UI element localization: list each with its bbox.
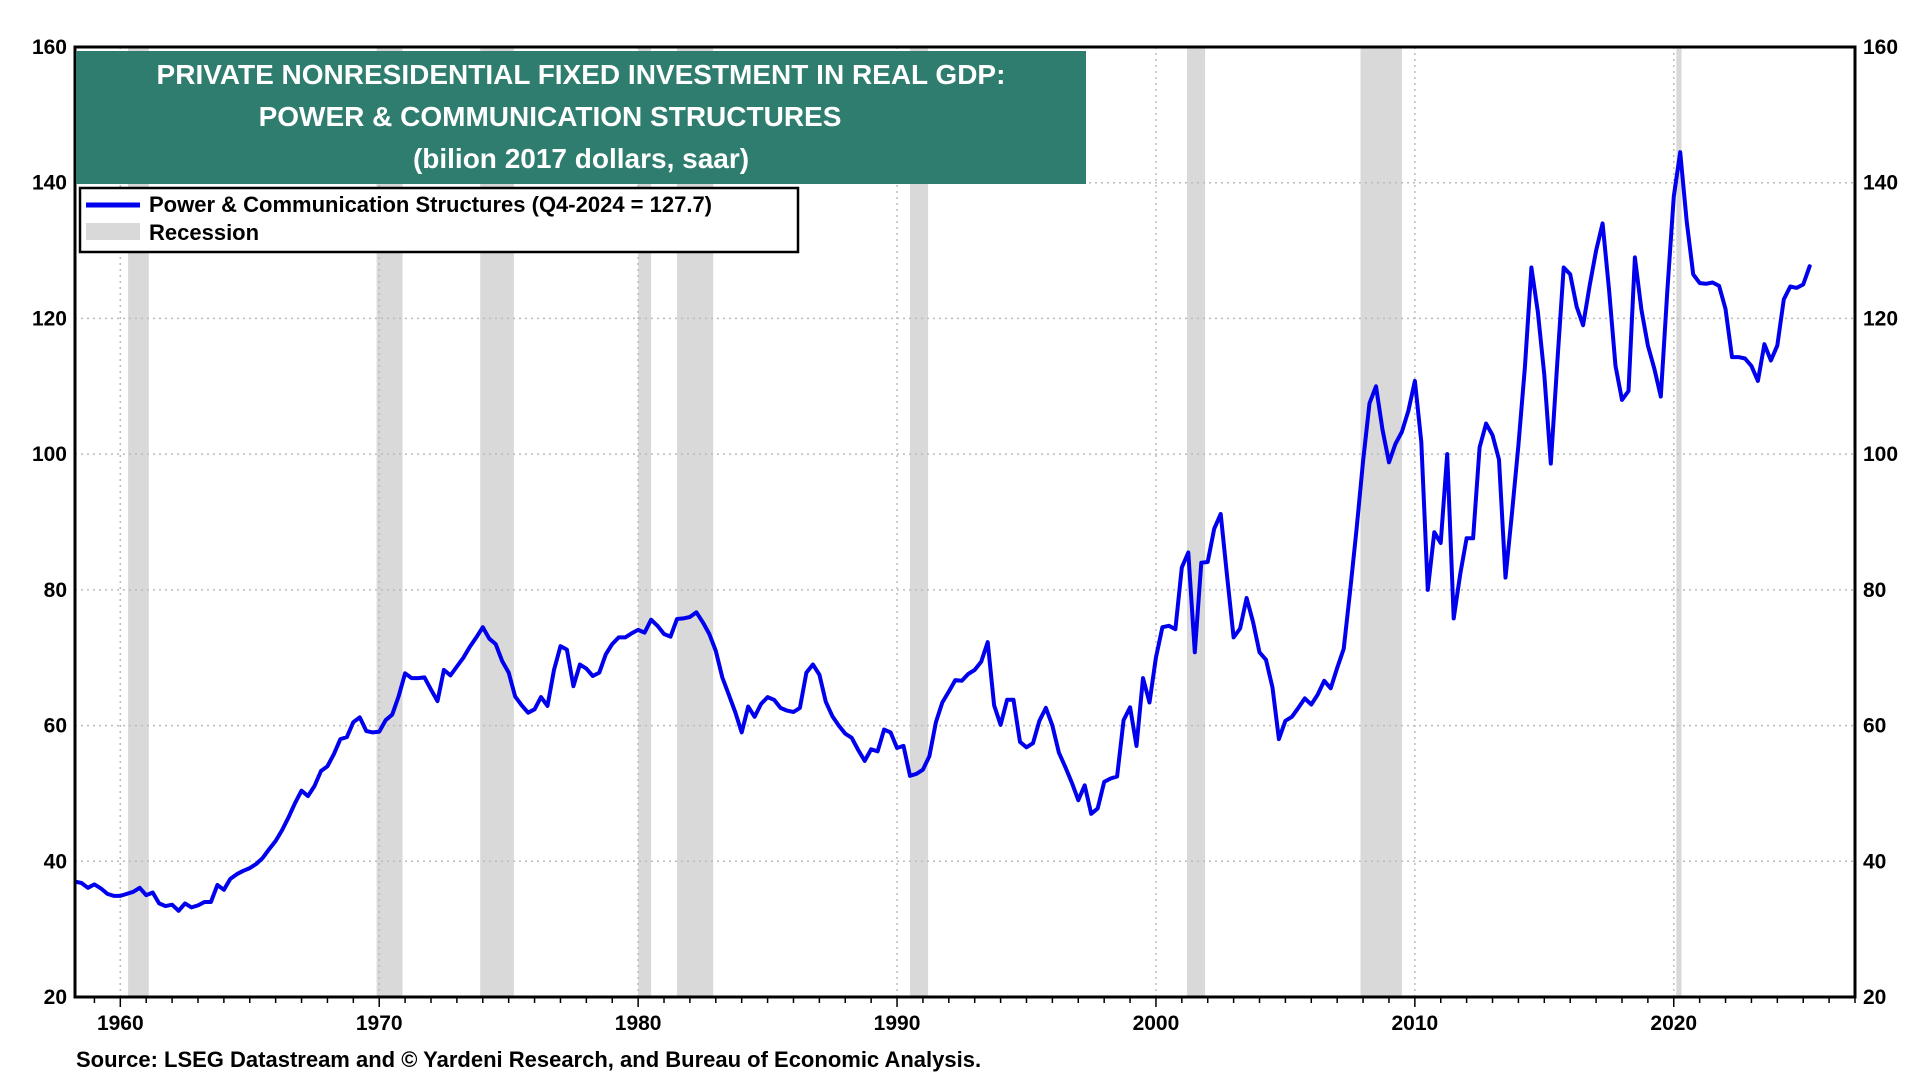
- y-right-tick-label: 100: [1863, 443, 1898, 466]
- x-tick-label: 1990: [874, 1012, 921, 1035]
- x-tick-label: 1970: [356, 1012, 403, 1035]
- y-left-tick-label: 20: [44, 986, 67, 1009]
- series-layer: [75, 150, 1812, 913]
- y-left-tick-label: 60: [44, 715, 67, 738]
- x-tick-label: 2000: [1133, 1012, 1180, 1035]
- x-tick-label: 2020: [1650, 1012, 1697, 1035]
- recession-band-0: [128, 47, 149, 997]
- y-axis-left: 20 40 60 80 100 120 140 160: [32, 36, 67, 1009]
- legend-recession-swatch: [86, 223, 140, 240]
- legend-series-label: Power & Communication Structures (Q4-202…: [149, 192, 712, 217]
- y-left-tick-label: 40: [44, 850, 67, 873]
- title-background: [76, 51, 1086, 184]
- source-note: Source: LSEG Datastream and © Yardeni Re…: [76, 1047, 981, 1072]
- y-right-tick-label: 20: [1863, 986, 1886, 1009]
- y-left-tick-label: 140: [32, 172, 67, 195]
- recession-band-8: [1676, 47, 1682, 997]
- title-line-2: POWER & COMMUNICATION STRUCTURES: [259, 101, 842, 132]
- y-right-tick-label: 40: [1863, 850, 1886, 873]
- y-left-tick-label: 120: [32, 307, 67, 330]
- y-right-tick-label: 140: [1863, 172, 1898, 195]
- y-right-tick-label: 160: [1863, 36, 1898, 59]
- y-right-tick-label: 80: [1863, 579, 1886, 602]
- title-line-3: (bilion 2017 dollars, saar): [413, 143, 749, 174]
- y-left-tick-label: 80: [44, 579, 67, 602]
- recession-band-5: [909, 47, 929, 997]
- y-left-tick-label: 160: [32, 36, 67, 59]
- x-tick-label: 1960: [97, 1012, 144, 1035]
- title-box: PRIVATE NONRESIDENTIAL FIXED INVESTMENT …: [76, 51, 1086, 184]
- y-right-tick-label: 60: [1863, 715, 1886, 738]
- title-line-1: PRIVATE NONRESIDENTIAL FIXED INVESTMENT …: [157, 59, 1006, 90]
- series-line-power-communication: [75, 150, 1812, 913]
- y-axis-right: 20 40 60 80 100 120 140 160: [1863, 36, 1898, 1009]
- x-axis: 1960 1970 1980 1990 2000 2010 2020: [93, 997, 1856, 1035]
- x-tick-label: 1980: [615, 1012, 662, 1035]
- legend-box: [78, 186, 800, 254]
- legend: Power & Communication Structures (Q4-202…: [78, 186, 800, 254]
- legend-recession-label: Recession: [149, 220, 259, 245]
- x-tick-label: 2010: [1391, 1012, 1438, 1035]
- y-right-tick-label: 120: [1863, 307, 1898, 330]
- recession-band-7: [1360, 47, 1402, 997]
- plot-frame: [73, 45, 1857, 999]
- recession-band-6: [1187, 47, 1206, 997]
- grid-lines: [75, 47, 1855, 997]
- recession-band-3: [638, 47, 652, 997]
- y-left-tick-label: 100: [32, 443, 67, 466]
